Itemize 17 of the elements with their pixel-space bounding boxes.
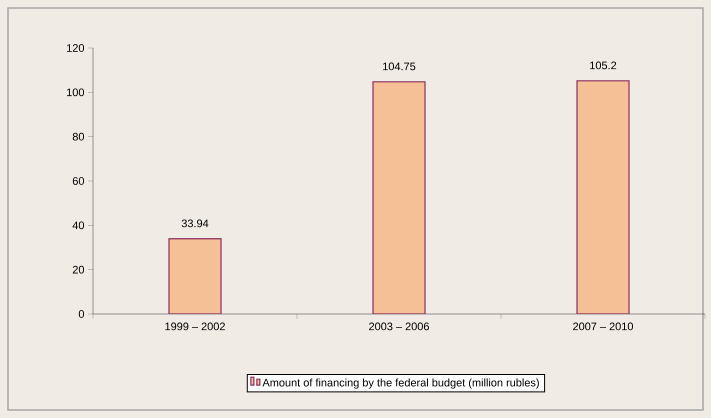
x-tick-label: 2003 – 2006 (369, 322, 429, 330)
y-tick-label: 100 (67, 88, 84, 96)
legend-label: Amount of financing by the federal budget (million rubles) (262, 378, 539, 389)
bar (576, 80, 630, 314)
y-tick-label: 120 (67, 44, 84, 52)
bar (168, 238, 222, 314)
y-tick-label: 0 (78, 310, 84, 318)
data-label: 105.2 (590, 62, 616, 70)
data-label: 33.94 (182, 220, 208, 228)
x-tick-label: 1999 – 2002 (165, 322, 225, 330)
y-tick-label: 20 (72, 266, 84, 274)
data-label: 104.75 (383, 62, 416, 70)
y-tick-label: 40 (72, 221, 84, 230)
y-tick-label: 80 (72, 132, 84, 141)
bar (372, 81, 426, 314)
x-tick-label: 2007 – 2010 (573, 322, 634, 330)
y-tick-label: 60 (72, 177, 84, 185)
